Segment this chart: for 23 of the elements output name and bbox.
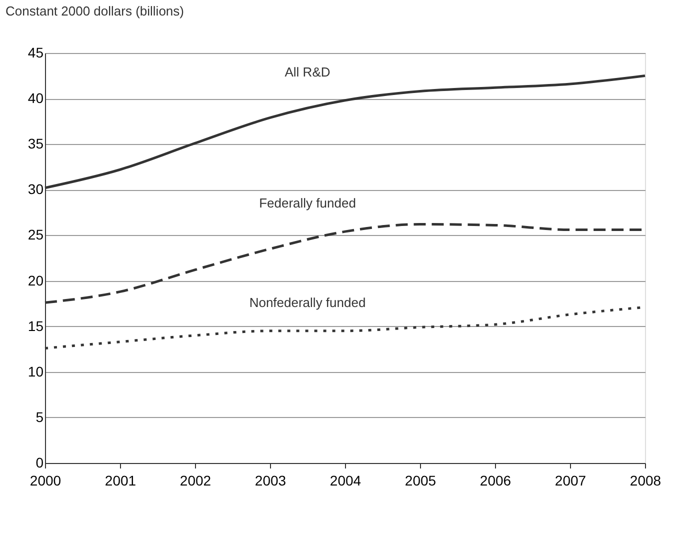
- x-tick-label: 2008: [630, 472, 662, 488]
- x-tick-label: 2007: [554, 472, 586, 488]
- x-tick-label: 2000: [30, 472, 62, 488]
- x-tick-label: 2004: [330, 472, 362, 488]
- x-tick-label: 2001: [104, 472, 136, 488]
- y-tick-label: 40: [28, 90, 44, 106]
- y-tick-label: 10: [28, 363, 44, 380]
- series-label: All R&D: [284, 64, 330, 80]
- x-tick-label: 2003: [254, 472, 286, 488]
- series-label: Nonfederally funded: [249, 294, 366, 310]
- y-tick-label: 25: [28, 226, 44, 243]
- y-tick-label: 45: [28, 44, 44, 60]
- y-tick-label: 15: [28, 318, 44, 334]
- x-tick-label: 2005: [404, 472, 436, 488]
- y-tick-label: 35: [28, 136, 44, 152]
- y-tick-label: 5: [36, 408, 44, 425]
- y-axis-title: Constant 2000 dollars (billions): [6, 4, 184, 18]
- y-tick-label: 30: [28, 181, 44, 198]
- y-tick-label: 0: [36, 454, 44, 470]
- series-label: Federally funded: [259, 196, 356, 211]
- y-tick-label: 20: [28, 272, 44, 288]
- x-tick-label: 2006: [480, 472, 512, 488]
- x-tick-label: 2002: [180, 472, 212, 488]
